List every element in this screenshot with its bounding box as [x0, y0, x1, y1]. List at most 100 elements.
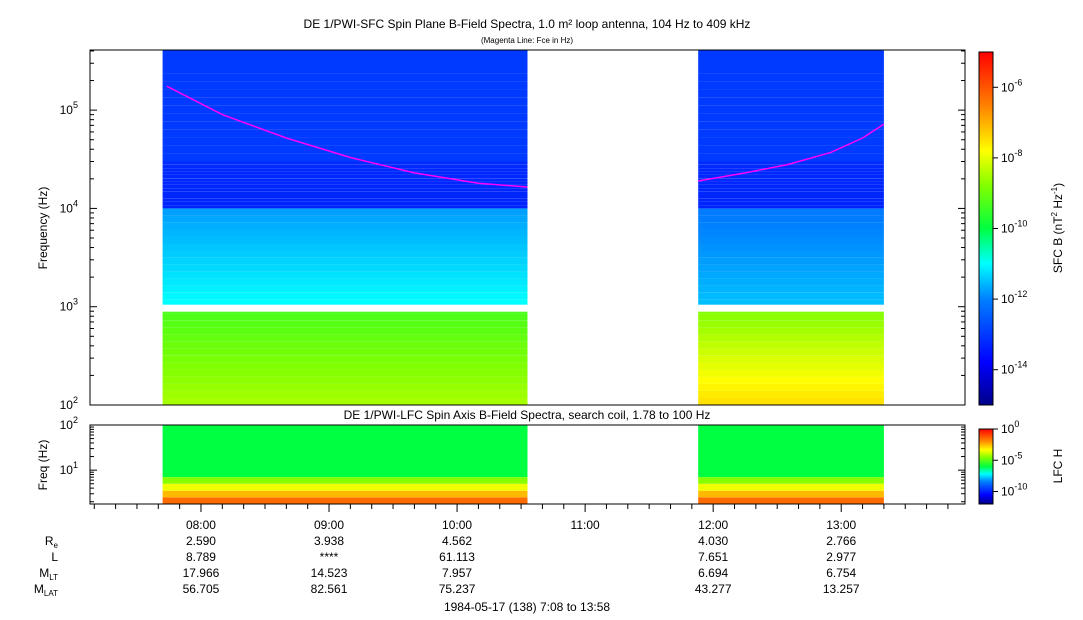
- lfc-heatmap-cell: [162, 477, 528, 484]
- sfc-colorbar-ticks: 10-6 10-8 10-10 10-12 10-14: [993, 77, 1027, 377]
- sfc-heatmap-cell: [162, 285, 528, 293]
- sfc-heatmap-cell: [698, 89, 884, 98]
- sfc-heatmap-cell: [162, 215, 528, 223]
- sfc-heatmap-cell: [162, 171, 528, 175]
- sfc-heatmap-cell: [162, 341, 528, 349]
- orbit-value: 14.523: [311, 566, 348, 580]
- lfc-heatmap-cell: [698, 490, 884, 498]
- sfc-heatmap-cell: [698, 168, 884, 172]
- sfc-heatmap-cell: [162, 201, 528, 205]
- fce-line: [698, 123, 885, 182]
- sfc-heatmap-cell: [162, 313, 528, 321]
- sfc-heatmap-cell: [698, 205, 884, 209]
- sfc-plot-frame: [89, 49, 966, 406]
- sfc-heatmap-cell: [162, 376, 528, 384]
- sfc-heatmap-cell: [162, 250, 528, 258]
- x-axis: 08:00 09:00 10:00 11:00 12:00 13:00: [93, 504, 949, 532]
- sfc-heatmap-cell: [162, 278, 528, 286]
- sfc-heatmap-cell: [698, 292, 884, 300]
- sfc-heatmap-cell: [698, 185, 884, 189]
- sfc-heatmap-cell: [698, 97, 884, 106]
- footer-date-range: 1984-05-17 (138) 7:08 to 13:58: [444, 600, 610, 614]
- sfc-heatmap-cell: [162, 89, 528, 98]
- sfc-heatmap-cell: [698, 229, 884, 237]
- sfc-heatmap-cell: [162, 153, 528, 162]
- sfc-heatmap-cell: [162, 50, 528, 58]
- orbit-row-label: MLAT: [34, 582, 58, 598]
- sfc-heatmap-cell: [698, 81, 884, 90]
- sfc-heatmap-cell: [162, 257, 528, 265]
- sfc-heatmap-cell: [698, 73, 884, 82]
- sfc-heatmap-cell: [698, 236, 884, 244]
- sfc-heatmap-cell: [698, 201, 884, 205]
- sfc-title: DE 1/PWI-SFC Spin Plane B-Field Spectra,…: [304, 17, 751, 31]
- orbit-value: 56.705: [183, 582, 220, 596]
- x-tick-label: 11:00: [571, 518, 600, 532]
- orbit-value: 7.957: [442, 566, 472, 580]
- orbit-value: 4.030: [698, 534, 728, 548]
- colorbar-tick-label: 10-6: [1001, 77, 1022, 94]
- sfc-heatmap-cell: [698, 222, 884, 230]
- sfc-heatmap-cell: [698, 188, 884, 192]
- sfc-spectrogram: [162, 50, 885, 405]
- sfc-heatmap-cell: [698, 191, 884, 195]
- sfc-heatmap-cell: [698, 198, 884, 202]
- sfc-heatmap-cell: [698, 129, 884, 138]
- sfc-heatmap-cell: [162, 222, 528, 230]
- orbit-value: 13.257: [823, 582, 860, 596]
- sfc-heatmap-cell: [162, 145, 528, 154]
- orbit-row-label: MLT: [39, 566, 58, 582]
- sfc-heatmap-cell: [162, 178, 528, 182]
- x-tick-label: 09:00: [314, 518, 344, 532]
- sfc-heatmap-cell: [162, 334, 528, 342]
- sfc-heatmap-cell: [162, 137, 528, 146]
- lfc-heatmap-cell: [162, 483, 528, 491]
- sfc-colorbar-label: SFC B (nT2 Hz-1): [1050, 183, 1065, 273]
- sfc-heatmap-cell: [162, 362, 528, 370]
- sfc-heatmap-cell: [698, 181, 884, 185]
- orbit-value: 4.562: [442, 534, 472, 548]
- orbit-value: 17.966: [183, 566, 220, 580]
- sfc-heatmap-cell: [698, 278, 884, 286]
- sfc-heatmap-cell: [698, 348, 884, 356]
- x-tick-label: 10:00: [442, 518, 472, 532]
- sfc-heatmap-cell: [162, 174, 528, 179]
- sfc-heatmap-cell: [698, 398, 884, 405]
- sfc-heatmap-cell: [162, 391, 528, 398]
- lfc-title: DE 1/PWI-LFC Spin Axis B-Field Spectra, …: [344, 408, 711, 422]
- orbit-table: Re 2.590 3.938 4.562 4.030 2.766 L 8.789 **** 61.…: [34, 534, 860, 598]
- sfc-heatmap-cell: [698, 285, 884, 293]
- sfc-heatmap-cell: [162, 348, 528, 356]
- sfc-heatmap-cell: [162, 97, 528, 106]
- orbit-value: 75.237: [439, 582, 476, 596]
- lfc-colorbar: [978, 428, 994, 505]
- sfc-heatmap-cell: [698, 376, 884, 384]
- sfc-heatmap-cell: [698, 257, 884, 265]
- sfc-heatmap-cell: [698, 264, 884, 272]
- sfc-heatmap-cell: [698, 250, 884, 258]
- sfc-heatmap-cell: [162, 229, 528, 237]
- sfc-heatmap-cell: [162, 383, 528, 391]
- sfc-heatmap-cell: [162, 320, 528, 328]
- orbit-value: 2.766: [826, 534, 856, 548]
- sfc-heatmap-cell: [698, 164, 884, 169]
- sfc-heatmap-cell: [698, 243, 884, 251]
- sfc-heatmap-cell: [698, 195, 884, 199]
- sfc-heatmap-cell: [698, 355, 884, 363]
- sfc-heatmap-cell: [698, 171, 884, 175]
- x-tick-label: 12:00: [698, 518, 728, 532]
- sfc-heatmap-cell: [698, 362, 884, 370]
- lfc-y-tick-label: 101: [60, 460, 78, 477]
- sfc-heatmap-cell: [162, 58, 528, 66]
- sfc-heatmap-cell: [162, 243, 528, 251]
- sfc-heatmap-cell: [162, 236, 528, 244]
- sfc-heatmap-cell: [162, 205, 528, 209]
- sfc-heatmap-cell: [162, 271, 528, 279]
- orbit-value: 61.113: [439, 550, 475, 564]
- sfc-heatmap-cell: [698, 208, 884, 216]
- sfc-heatmap-cell: [698, 105, 884, 114]
- sfc-heatmap-cell: [698, 320, 884, 328]
- orbit-value: 8.789: [186, 550, 216, 564]
- sfc-heatmap-cell: [698, 50, 884, 58]
